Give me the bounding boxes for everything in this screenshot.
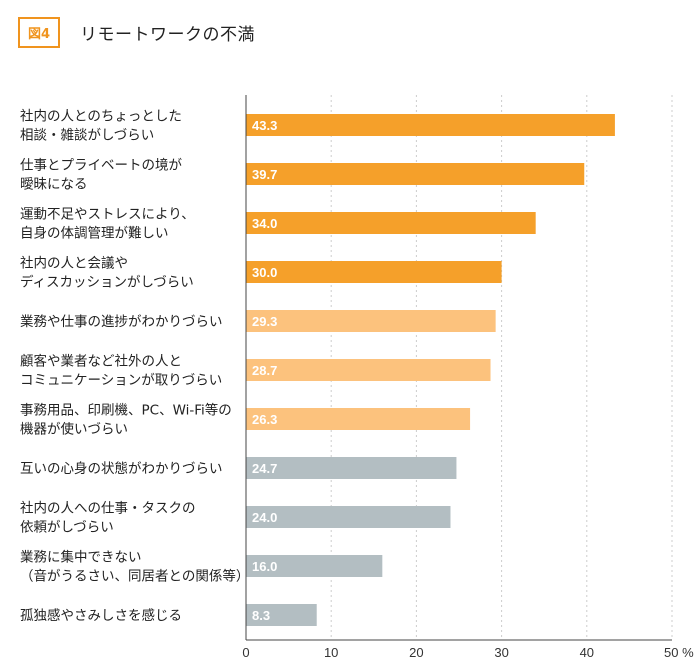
category-label: 社内の人と会議や [20, 255, 128, 272]
tick-label: 20 [409, 645, 423, 660]
category-label: （音がうるさい、同居者との関係等） [20, 568, 249, 585]
category-label: 曖昧になる [20, 177, 88, 193]
bar [246, 310, 496, 332]
figure-number-badge: 図4 [18, 17, 60, 48]
tick-label: 10 [324, 645, 338, 660]
category-label: 業務や仕事の進捗がわかりづらい [20, 314, 223, 330]
category-label: ディスカッションがしづらい [20, 274, 194, 291]
value-label: 43.3 [252, 118, 277, 133]
bar [246, 408, 471, 430]
bar [246, 212, 536, 234]
value-label: 29.3 [252, 314, 277, 329]
category-label: 自身の体調管理が難しい [20, 226, 169, 242]
category-label: 顧客や業者など社外の人と [20, 353, 182, 370]
chart-title: リモートワークの不満 [80, 25, 255, 45]
value-label: 39.7 [252, 167, 277, 182]
category-label: 互いの心身の状態がわかりづらい [20, 461, 223, 477]
bar [246, 261, 502, 283]
value-label: 24.7 [252, 461, 277, 476]
tick-label: 50 % [664, 645, 694, 660]
value-label: 28.7 [252, 363, 277, 378]
tick-label: 0 [242, 645, 249, 660]
category-label: 機器が使いづらい [20, 421, 128, 438]
value-label: 34.0 [252, 216, 277, 231]
value-label: 8.3 [252, 608, 270, 623]
bar [246, 506, 451, 528]
category-label: 事務用品、印刷機、PC、Wi-Fi等の [20, 402, 232, 419]
bar [246, 555, 383, 577]
value-label: 16.0 [252, 559, 277, 574]
category-label: コミュニケーションが取りづらい [20, 373, 222, 389]
category-label: 孤独感やさみしさを感じる [20, 607, 182, 624]
category-label: 社内の人とのちょっとした [20, 109, 182, 125]
bar [246, 163, 585, 185]
bar [246, 457, 457, 479]
tick-label: 30 [494, 645, 508, 660]
category-label: 仕事とプライベートの境が [20, 158, 182, 174]
value-label: 26.3 [252, 412, 277, 427]
bar [246, 359, 491, 381]
category-label: 相談・雑談がしづらい [20, 128, 154, 144]
bar [246, 114, 615, 136]
value-label: 30.0 [252, 265, 277, 280]
tick-label: 40 [580, 645, 594, 660]
category-label: 業務に集中できない [20, 550, 142, 566]
category-label: 社内の人への仕事・タスクの [20, 501, 196, 517]
value-label: 24.0 [252, 510, 277, 525]
category-label: 依頼がしづらい [20, 520, 114, 536]
bar [246, 604, 317, 626]
category-label: 運動不足やストレスにより、 [20, 207, 195, 223]
